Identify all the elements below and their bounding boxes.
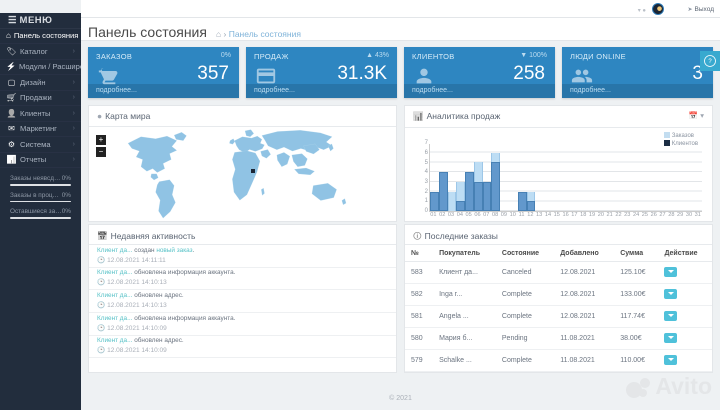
svg-text:?: ? (708, 59, 712, 65)
